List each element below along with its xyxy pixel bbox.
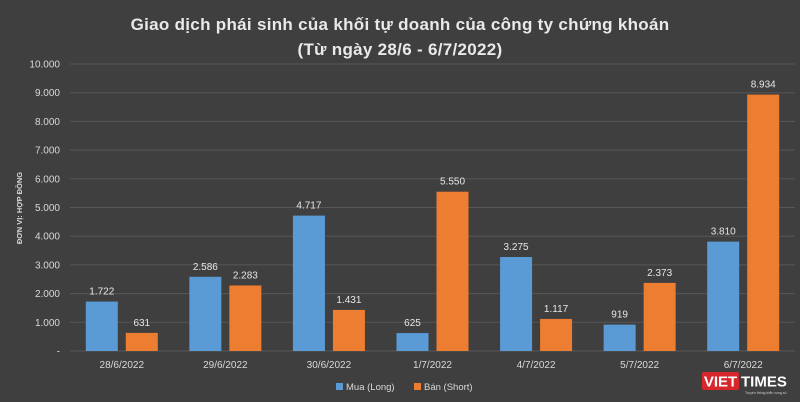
chart-subtitle: (Từ ngày 28/6 - 6/7/2022)	[297, 40, 502, 59]
data-label: 4.717	[296, 201, 321, 212]
y-tick-label: 8.000	[35, 117, 60, 128]
data-label: 625	[404, 318, 421, 329]
legend-label: Bán (Short)	[424, 382, 473, 393]
data-label: 5.550	[440, 177, 465, 188]
legend-swatch	[414, 383, 421, 390]
bar-short	[125, 332, 158, 351]
legend-swatch	[336, 383, 343, 390]
x-category-label: 5/7/2022	[620, 360, 659, 371]
bar-long	[707, 241, 740, 351]
data-label: 8.934	[751, 80, 776, 91]
y-tick-label: 7.000	[35, 146, 60, 157]
x-category-label: 30/6/2022	[307, 360, 352, 371]
data-label: 2.373	[647, 268, 672, 279]
x-category-label: 1/7/2022	[413, 360, 452, 371]
bar-long	[292, 215, 325, 351]
logo-viet-box	[702, 372, 739, 390]
chart-title-group: Giao dịch phái sinh của khối tự doanh củ…	[131, 15, 670, 59]
x-category-label: 4/7/2022	[517, 360, 556, 371]
data-label: 631	[133, 318, 150, 329]
chart-title: Giao dịch phái sinh của khối tự doanh củ…	[131, 15, 670, 34]
bar-long	[500, 257, 533, 351]
y-tick-label: 2.000	[35, 289, 60, 300]
bar-short	[540, 318, 573, 351]
data-label: 1.722	[89, 287, 114, 298]
data-label: 1.117	[544, 304, 569, 315]
data-label: 2.586	[193, 262, 218, 273]
y-tick-label: 10.000	[29, 60, 60, 71]
x-axis-labels: 28/6/2022 29/6/2022 30/6/2022 1/7/2022 4/7/2…	[100, 360, 764, 371]
x-category-label: 28/6/2022	[100, 360, 145, 371]
logo-viet-text: VIET	[704, 374, 737, 391]
bar-short	[229, 285, 262, 351]
bar-long	[85, 301, 118, 351]
data-label: 3.810	[711, 227, 736, 238]
viettimes-logo: VIET TIMES Truyền thông triển vọng số	[702, 372, 787, 395]
y-tick-label: 5.000	[35, 203, 60, 214]
x-category-label: 29/6/2022	[203, 360, 248, 371]
bar-short	[643, 282, 676, 351]
data-label: 919	[611, 310, 628, 321]
y-tick-label: 9.000	[35, 88, 60, 99]
bar-long	[603, 324, 636, 351]
legend: Mua (Long) Bán (Short)	[336, 382, 473, 393]
y-tick-label: 4.000	[35, 232, 60, 243]
y-tick-label: 3.000	[35, 260, 60, 271]
logo-tagline: Truyền thông triển vọng số	[745, 391, 787, 395]
y-axis-ticks: - 1.000 2.000 3.000 4.000 5.000 6.000 7.000 8.00…	[29, 60, 60, 358]
bar-long	[396, 333, 429, 351]
data-label: 3.275	[504, 242, 529, 253]
data-label: 1.431	[336, 295, 361, 306]
logo-times-text: TIMES	[741, 374, 787, 391]
bar-short	[747, 94, 780, 351]
data-label: 2.283	[233, 270, 258, 281]
legend-label: Mua (Long)	[346, 382, 395, 393]
y-tick-label: 1.000	[35, 318, 60, 329]
bar-short	[332, 309, 365, 351]
x-category-label: 6/7/2022	[724, 360, 763, 371]
grid-lines	[70, 63, 795, 352]
bars-group: 1.722 631 2.586 2.283 4.717 1.431 625 5.550 3.27…	[85, 80, 780, 351]
y-axis-title: ĐƠN VỊ: HỢP ĐỒNG	[14, 172, 24, 244]
bar-long	[189, 276, 222, 351]
y-tick-label: -	[57, 347, 60, 358]
y-tick-label: 6.000	[35, 174, 60, 185]
bar-short	[436, 191, 469, 351]
